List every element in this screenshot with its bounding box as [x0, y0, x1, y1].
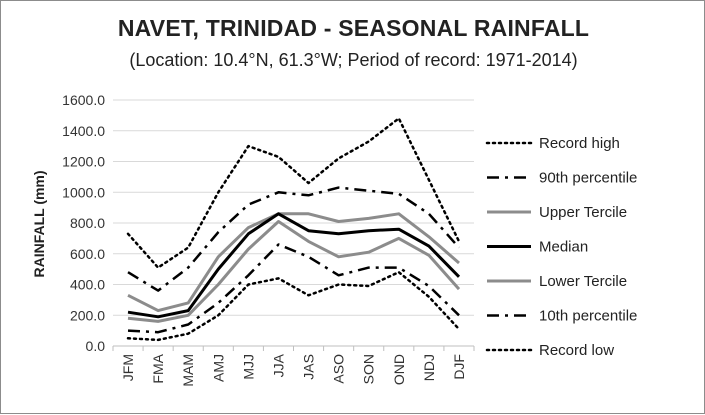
y-axis-ticks: 0.0 200.0 400.0 600.0 800.0 1000.0 1200.0 1400.…	[62, 92, 105, 354]
legend-label: 90th percentile	[539, 170, 637, 187]
series-line-lower-tercile	[127, 220, 461, 323]
x-tick-label: JFM	[120, 354, 136, 381]
series-lines	[126, 117, 461, 342]
y-tick-label: 1600.0	[62, 92, 105, 108]
y-tick-label: 0.0	[86, 338, 106, 354]
x-tick-label: FMA	[150, 353, 166, 383]
legend-label: Lower Tercile	[539, 273, 627, 290]
series-line-upper-tercile	[127, 212, 460, 313]
series-line-10th-percentile	[127, 243, 460, 334]
series-line-record-low	[126, 270, 461, 342]
x-tick-label: JAS	[301, 354, 317, 380]
y-tick-label: 800.0	[70, 215, 105, 231]
legend-label: Median	[539, 239, 588, 256]
legend-label: Upper Tercile	[539, 204, 627, 221]
y-tick-label: 1200.0	[62, 154, 105, 170]
x-tick-label: MJJ	[240, 354, 256, 380]
chart-subtitle: (Location: 10.4°N, 61.3°W; Period of rec…	[129, 50, 578, 70]
x-tick-label: AMJ	[210, 354, 226, 382]
y-tick-label: 200.0	[70, 307, 105, 323]
x-axis-ticks: JFM FMA MAM AMJ MJJ JJA JAS ASO SON OND NDJ DJF	[112, 346, 475, 387]
x-tick-label: NDJ	[421, 354, 437, 381]
x-tick-label: MAM	[180, 354, 196, 387]
x-tick-label: SON	[361, 354, 377, 384]
y-tick-label: 400.0	[70, 277, 105, 293]
legend-label: Record low	[539, 342, 614, 359]
chart-title: NAVET, TRINIDAD - SEASONAL RAINFALL	[117, 15, 590, 41]
x-tick-label: DJF	[451, 354, 467, 380]
legend-label: 10th percentile	[539, 308, 637, 325]
series-line-90th-percentile	[127, 186, 460, 292]
legend: Record high 90th percentile Upper Tercile M…	[485, 135, 637, 359]
x-tick-label: JJA	[270, 353, 286, 377]
series-line-record-high	[126, 117, 461, 269]
y-tick-label: 600.0	[70, 246, 105, 262]
y-axis-label: RAINFALL (mm)	[31, 170, 47, 277]
y-tick-label: 1000.0	[62, 184, 105, 200]
series-line-median	[127, 212, 461, 319]
legend-label: Record high	[539, 135, 620, 152]
y-tick-label: 1400.0	[62, 123, 105, 139]
x-tick-label: ASO	[331, 354, 347, 384]
x-tick-label: OND	[391, 354, 407, 385]
